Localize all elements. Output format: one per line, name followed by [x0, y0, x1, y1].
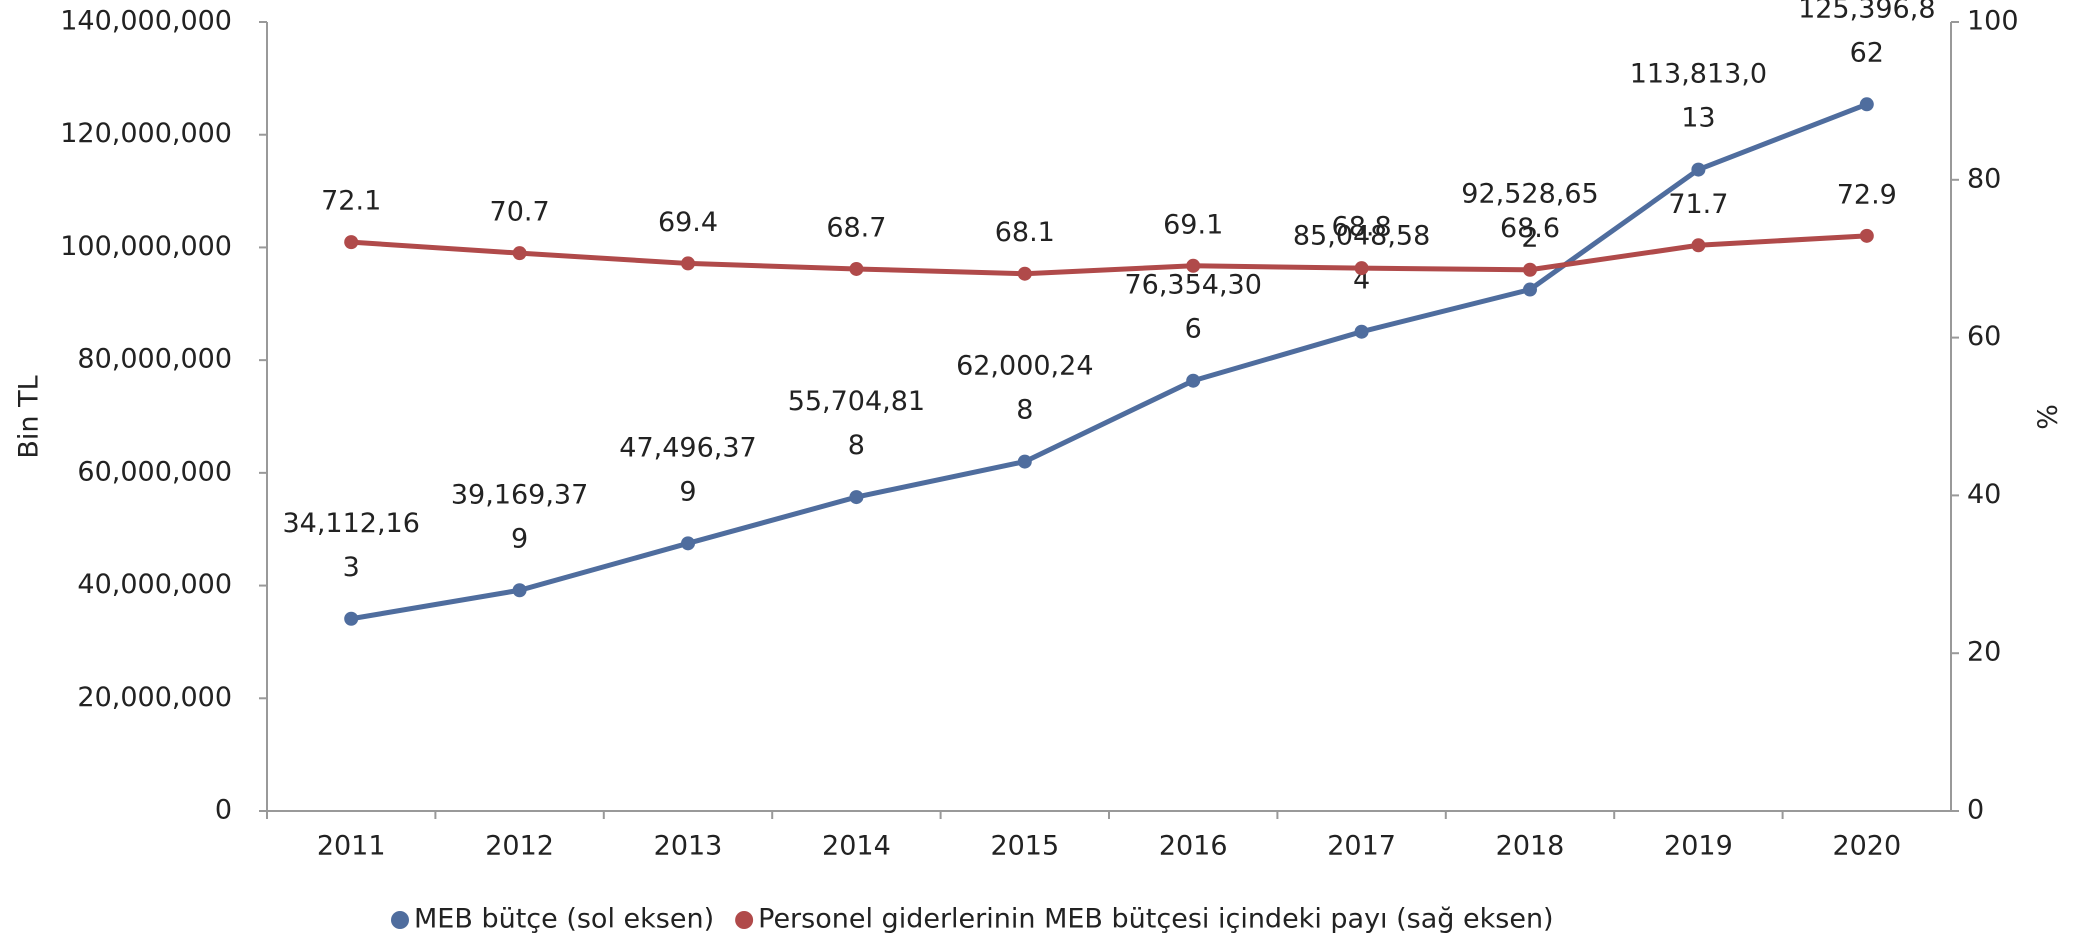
y-tick-label: 80,000,000: [77, 344, 232, 375]
series-line: [351, 233, 1867, 277]
data-label: 62,000,24 8: [956, 350, 1093, 425]
series-point: [1859, 97, 1874, 112]
data-label: 92,528,65 2: [1461, 178, 1598, 253]
y2-tick-label: 0: [1967, 795, 1984, 826]
data-label: 47,496,37 9: [619, 432, 756, 507]
legend-marker: [735, 911, 754, 929]
data-label: 68.8: [1332, 212, 1392, 243]
legend-label: MEB bütçe (sol eksen): [414, 904, 714, 935]
y-tick-label: 140,000,000: [60, 6, 232, 37]
series-point: [1691, 162, 1706, 177]
series-point: [512, 583, 527, 598]
data-label: 76,354,30 6: [1124, 269, 1261, 344]
series-point: [1186, 373, 1201, 388]
data-label: 72.9: [1837, 179, 1897, 210]
series-point: [1354, 324, 1369, 339]
x-tick-label: 2016: [1159, 831, 1228, 862]
x-tick-label: 2020: [1832, 831, 1901, 862]
y-tick-label: 0: [215, 795, 232, 826]
y2-tick-label: 60: [1967, 321, 2001, 352]
series-point: [1523, 282, 1537, 297]
series-point: [1017, 266, 1032, 281]
series-point: [1691, 238, 1706, 253]
series-point: [681, 256, 695, 271]
series-point: [1859, 228, 1874, 243]
data-label: 34,112,16 3: [282, 507, 419, 582]
legend-marker: [391, 911, 409, 929]
series-point: [681, 536, 695, 551]
y-tick-label: 120,000,000: [60, 118, 232, 149]
x-tick-label: 2015: [990, 831, 1059, 862]
data-label: 113,813,0 13: [1630, 58, 1767, 133]
x-tick-label: 2012: [485, 831, 554, 862]
y2-axis-label: %: [2031, 404, 2062, 430]
data-label: 55,704,81 8: [788, 386, 925, 461]
series-point: [1354, 261, 1369, 276]
y2-tick-label: 20: [1967, 637, 2001, 668]
data-label: 68.1: [995, 217, 1055, 248]
data-label: 125,396,8 62: [1798, 0, 1935, 68]
data-label: 69.1: [1163, 209, 1223, 240]
series-point: [512, 246, 527, 261]
series-point: [1523, 262, 1537, 277]
series-point: [849, 261, 864, 276]
y-tick-label: 40,000,000: [77, 569, 232, 600]
data-label: 70.7: [490, 197, 550, 228]
x-tick-label: 2019: [1664, 831, 1733, 862]
x-tick-label: 2018: [1496, 831, 1565, 862]
data-label: 71.7: [1668, 189, 1728, 220]
series-point: [344, 235, 359, 250]
series-point: [849, 490, 864, 505]
series-line: [350, 101, 1868, 622]
legend-label: Personel giderlerinin MEB bütçesi içinde…: [758, 904, 1553, 935]
y2-tick-label: 40: [1967, 479, 2001, 510]
data-label: 68.6: [1500, 213, 1560, 244]
y-tick-label: 100,000,000: [60, 231, 232, 262]
data-label: 39,169,37 9: [451, 479, 588, 554]
data-label: 69.4: [658, 207, 718, 238]
x-tick-label: 2014: [822, 831, 891, 862]
data-label: 72.1: [321, 186, 381, 217]
series-point: [1186, 258, 1201, 273]
y-axis-label: Bin TL: [14, 375, 45, 458]
series-point: [344, 611, 359, 626]
y-tick-label: 20,000,000: [77, 682, 232, 713]
y2-tick-label: 100: [1967, 6, 2019, 37]
data-label: 68.7: [826, 212, 886, 243]
y2-tick-label: 80: [1967, 163, 2001, 194]
x-tick-label: 2013: [654, 831, 723, 862]
x-tick-label: 2017: [1327, 831, 1396, 862]
series-point: [1017, 454, 1032, 469]
x-tick-label: 2011: [317, 831, 386, 862]
y-tick-label: 60,000,000: [77, 456, 232, 487]
